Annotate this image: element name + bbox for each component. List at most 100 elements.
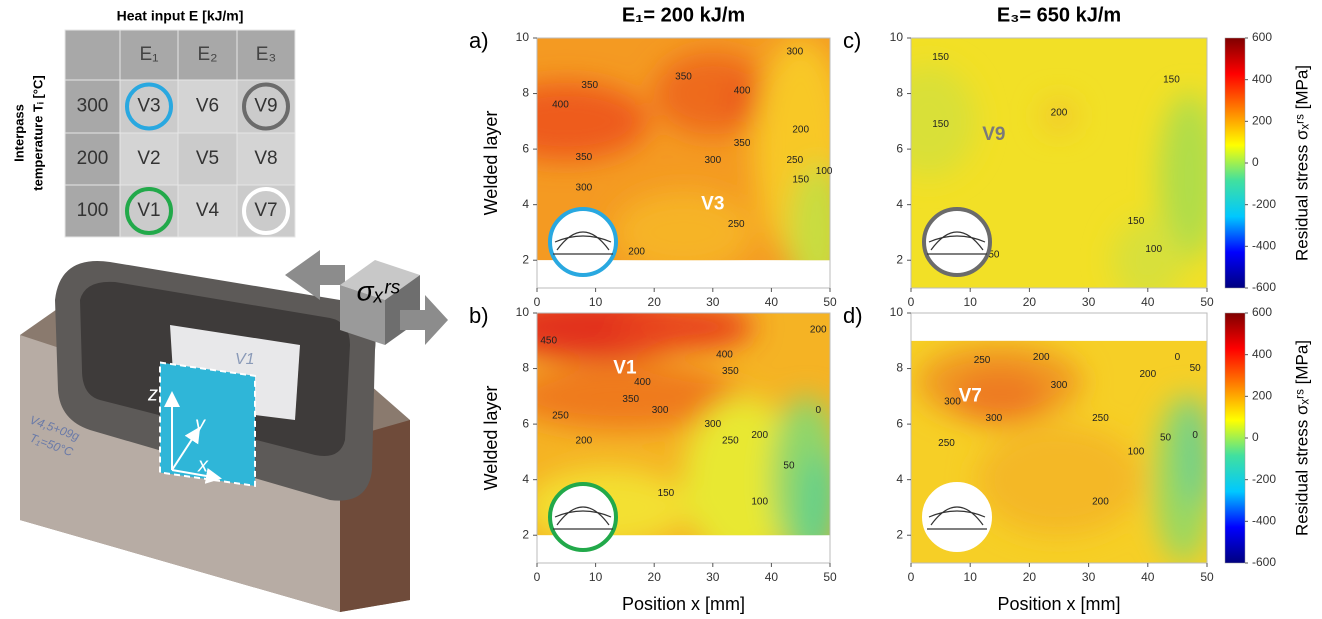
axis-z: z — [147, 383, 158, 405]
highlight-circle — [242, 82, 290, 131]
colorbar-tick-label: -200 — [1252, 197, 1276, 211]
x-tick-label: 10 — [589, 295, 603, 309]
panel-label: a) — [469, 28, 489, 53]
field-blob — [1159, 93, 1207, 261]
field-blob — [788, 163, 830, 261]
contour-label: 150 — [658, 488, 675, 499]
field-blob — [1112, 218, 1184, 288]
colorbar-tick-label: 200 — [1252, 389, 1272, 403]
contour-label: 150 — [1163, 74, 1180, 85]
x-tick-label: 20 — [1023, 295, 1037, 309]
y-tick-label: 10 — [890, 305, 904, 319]
x-tick-label: 30 — [706, 570, 720, 584]
panel-title: E₃= 650 kJ/m — [997, 4, 1121, 26]
table-cell-text: V7 — [254, 200, 277, 221]
colorbar-tick-label: 0 — [1252, 155, 1259, 169]
table-cell — [64, 29, 121, 81]
contour-label: 300 — [944, 397, 961, 408]
contour-label: 250 — [786, 155, 803, 166]
sample-label: V7 — [959, 385, 982, 406]
field-blob — [952, 368, 1048, 425]
contour-label: 450 — [540, 335, 557, 346]
contour-label: 100 — [816, 166, 833, 177]
row-label: temperature Tᵢ [°C] — [30, 75, 45, 190]
colorbar-tick-label: 600 — [1252, 305, 1272, 319]
y-tick-label: 8 — [522, 86, 529, 100]
sample-circle — [548, 482, 618, 552]
contour-label: 300 — [576, 183, 593, 194]
plot-frame — [910, 37, 1208, 289]
contour-label: 300 — [704, 419, 721, 430]
contour-label: 250 — [728, 219, 745, 230]
x-tick-label: 20 — [1023, 570, 1037, 584]
x-tick-label: 30 — [1082, 295, 1096, 309]
axis-y: y — [193, 413, 206, 435]
table-cell — [177, 184, 238, 238]
contour-label: 350 — [734, 138, 751, 149]
contour-label: 200 — [1092, 497, 1109, 508]
table-cell — [236, 132, 296, 186]
y-axis-label: Welded layer — [481, 386, 501, 491]
x-tick-label: 50 — [823, 570, 837, 584]
photo-tag: V1 — [235, 351, 255, 368]
table-header: E₂ — [197, 44, 217, 65]
stress-icon: σₓʳˢ — [285, 250, 448, 345]
y-tick-label: 4 — [896, 197, 903, 211]
y-tick-label: 10 — [516, 30, 530, 44]
table-cell — [236, 184, 296, 238]
y-tick-label: 2 — [896, 252, 903, 266]
contour-label: 100 — [751, 497, 768, 508]
contour-label: 350 — [622, 394, 639, 405]
panel-label: d) — [843, 303, 863, 328]
table-cell — [64, 79, 121, 134]
x-axis-label: Position x [mm] — [622, 594, 745, 614]
contour-label: 400 — [734, 85, 751, 96]
field-blobs — [916, 343, 1207, 563]
colorbar-tick-label: -400 — [1252, 239, 1276, 253]
y-tick-label: 10 — [890, 30, 904, 44]
plot-frame — [536, 312, 831, 564]
x-tick-label: 10 — [589, 570, 603, 584]
contour-label: 200 — [1051, 108, 1068, 119]
field-blob — [911, 65, 977, 177]
colorbar-tick-label: -200 — [1252, 472, 1276, 486]
table-cell-text: V8 — [254, 148, 277, 169]
contour-label: 250 — [722, 435, 739, 446]
highlight-circle — [242, 187, 290, 235]
x-tick-label: 0 — [534, 295, 541, 309]
contour-label: 200 — [810, 324, 827, 335]
contour-label: 0 — [1175, 352, 1181, 363]
contour-label: 300 — [704, 155, 721, 166]
contour-label: 350 — [576, 152, 593, 163]
field-blob — [654, 51, 772, 136]
table-cell-text: V1 — [137, 200, 160, 221]
x-tick-label: 0 — [908, 295, 915, 309]
y-tick-label: 4 — [896, 472, 903, 486]
y-tick-label: 6 — [896, 141, 903, 155]
field-blob — [1183, 396, 1207, 508]
y-tick-label: 8 — [522, 361, 529, 375]
contour-label: 150 — [932, 52, 949, 63]
x-tick-label: 40 — [765, 295, 779, 309]
y-tick-label: 6 — [522, 141, 529, 155]
contour-label: 400 — [716, 349, 733, 360]
contour-label: 400 — [634, 377, 651, 388]
table-cell-text: V6 — [196, 96, 219, 117]
contour-label: 200 — [792, 124, 809, 135]
contour-label: 50 — [1190, 363, 1202, 374]
sample-label: V1 — [613, 358, 637, 379]
y-axis-label: Welded layer — [481, 111, 501, 216]
field-blob — [976, 424, 1142, 536]
colorbar-tick-label: 400 — [1252, 72, 1272, 86]
sample-label: V3 — [701, 194, 724, 215]
y-tick-label: 10 — [516, 305, 530, 319]
y-tick-label: 4 — [522, 197, 529, 211]
table-cell-text: V4 — [196, 200, 220, 221]
field-blob — [1041, 99, 1077, 133]
contour-label: 200 — [751, 430, 768, 441]
field-blob — [613, 313, 754, 350]
x-tick-label: 40 — [1141, 570, 1155, 584]
contour-label: 350 — [675, 72, 692, 83]
contour-label: 350 — [722, 366, 739, 377]
